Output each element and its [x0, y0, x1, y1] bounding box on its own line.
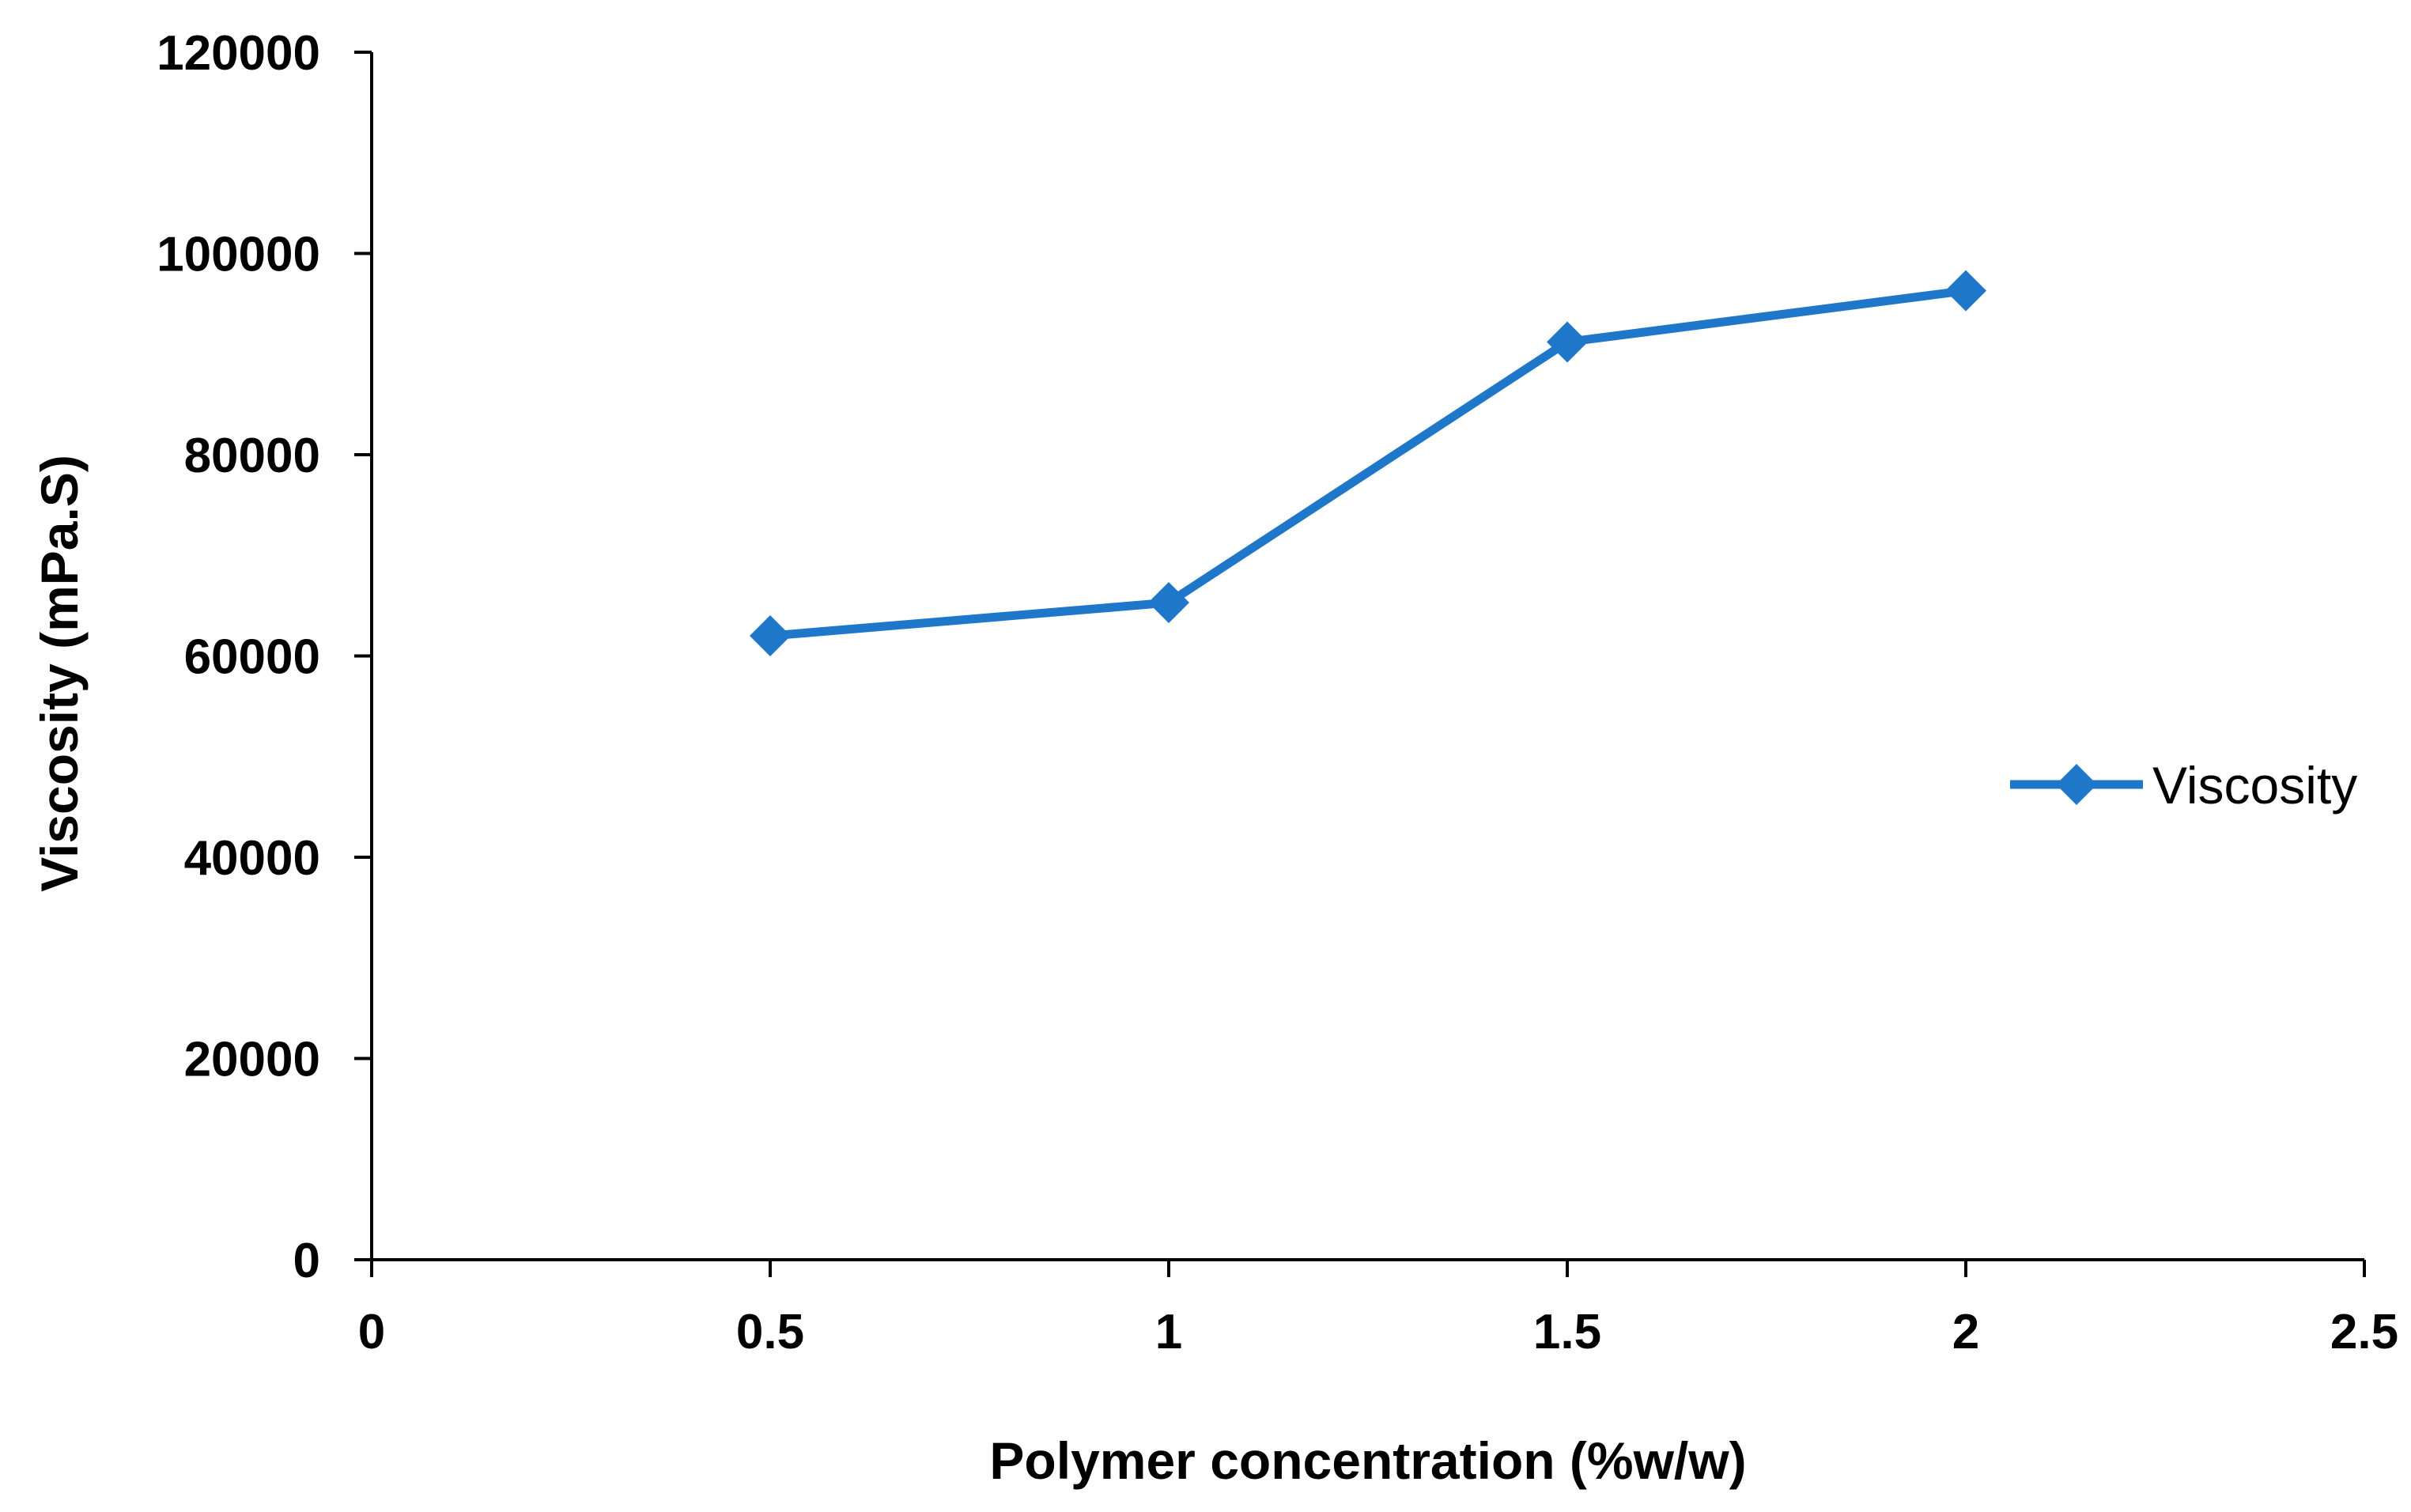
y-tick-label: 80000	[184, 429, 320, 483]
legend-label: Viscosity	[2152, 756, 2357, 815]
y-tick-label: 120000	[157, 26, 320, 81]
x-tick-label: 0	[358, 1305, 385, 1359]
x-tick-label: 2	[1952, 1305, 1979, 1359]
y-tick-label: 100000	[157, 228, 320, 282]
y-tick-label: 60000	[184, 630, 320, 685]
x-tick-label: 2.5	[2330, 1305, 2398, 1359]
legend: Viscosity	[2010, 756, 2357, 815]
data-point-marker	[750, 615, 791, 657]
y-axis-title: Viscosity (mPa.S)	[30, 455, 89, 892]
data-point-marker	[1547, 321, 1588, 363]
data-point-marker	[1945, 270, 1986, 312]
data-point-marker	[1148, 582, 1189, 624]
x-tick-label: 0.5	[736, 1305, 804, 1359]
x-axis-title: Polymer concentration (%w/w)	[989, 1431, 1746, 1490]
x-tick-label: 1.5	[1533, 1305, 1601, 1359]
x-axis-ticks: 0 0.5 1 1.5 2 2.5	[358, 1260, 2398, 1359]
x-tick-label: 1	[1155, 1305, 1182, 1359]
y-axis-ticks: 0 20000 40000 60000 80000 100000 120000	[157, 26, 372, 1288]
y-tick-label: 20000	[184, 1033, 320, 1087]
series-line	[765, 286, 1971, 641]
y-tick-label: 40000	[184, 831, 320, 886]
axes	[370, 52, 2364, 1261]
series-group	[750, 270, 1986, 657]
y-tick-label: 0	[293, 1234, 320, 1288]
legend-diamond-marker	[2056, 764, 2097, 805]
